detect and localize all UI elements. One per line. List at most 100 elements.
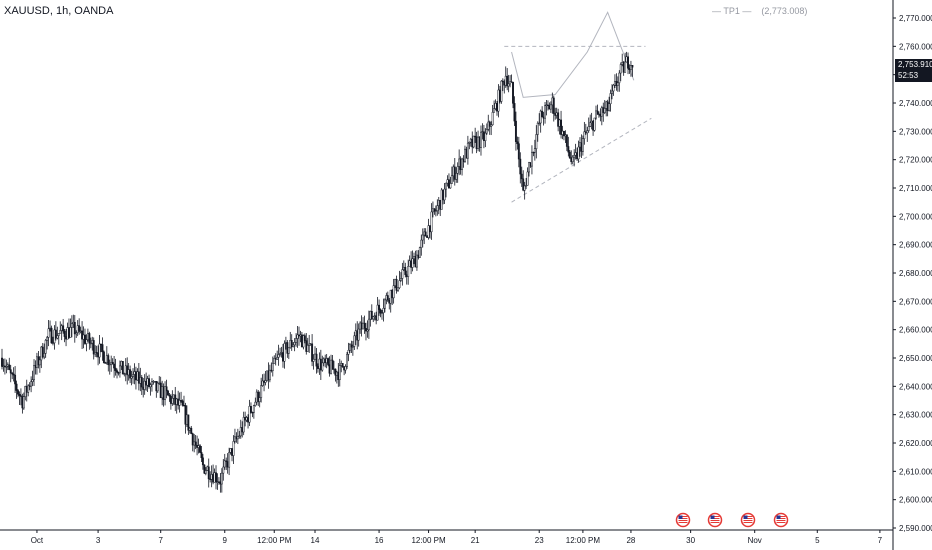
candle-body — [613, 81, 616, 86]
candle-body — [116, 370, 118, 373]
candle-body — [79, 330, 82, 332]
candle-body — [303, 335, 306, 341]
candle-body — [11, 372, 14, 375]
candle-body — [91, 340, 94, 344]
candle-body — [538, 122, 541, 125]
candle-body — [523, 185, 526, 191]
candle-body — [482, 131, 485, 141]
flag-stripe — [776, 516, 786, 517]
candle-body — [24, 386, 27, 397]
candle-body — [631, 65, 634, 68]
candle-body — [615, 81, 618, 86]
candle-body — [469, 138, 472, 143]
candle-body — [503, 81, 506, 86]
candle-body — [117, 372, 120, 374]
candle-body — [206, 466, 209, 471]
candle-body — [207, 466, 210, 480]
candle-body — [624, 61, 627, 73]
candlestick-series — [1, 51, 634, 493]
candle-body — [274, 358, 277, 360]
time-tick-label: 14 — [311, 536, 320, 545]
candle-body — [89, 342, 92, 345]
candle-body — [40, 346, 43, 361]
candle-body — [552, 97, 555, 114]
candle-body — [332, 368, 335, 371]
candle-body — [190, 427, 193, 434]
candle-body — [606, 101, 609, 111]
candle-body — [183, 405, 185, 407]
candle-body — [434, 210, 437, 212]
candle-body — [461, 158, 464, 170]
candle-body — [462, 158, 465, 162]
time-tick-label: 3 — [96, 536, 101, 545]
candle-body — [545, 104, 548, 106]
candle-body — [56, 335, 59, 339]
economic-events[interactable] — [675, 512, 789, 528]
candle-body — [54, 329, 57, 339]
candle-body — [118, 365, 121, 374]
candle-body — [616, 82, 619, 86]
candle-body — [401, 269, 404, 279]
candle-body — [349, 344, 351, 351]
candle-body — [201, 457, 204, 466]
candle-body — [424, 231, 427, 237]
candle-body — [344, 366, 347, 371]
candle-body — [399, 278, 402, 281]
candle-body — [290, 340, 293, 347]
candle-body — [564, 134, 567, 137]
candle-body — [619, 64, 622, 74]
flag-stripe — [710, 522, 720, 523]
candle-body — [136, 371, 139, 381]
candle-body — [465, 148, 468, 159]
candle-body — [181, 400, 184, 406]
candle-body — [501, 80, 504, 83]
time-tick-label: Oct — [31, 536, 44, 545]
us-flag-icon[interactable] — [707, 512, 723, 528]
candle-body — [226, 461, 229, 468]
time-tick-label: 12:00 PM — [411, 536, 446, 545]
candle-body — [196, 444, 199, 448]
us-flag-icon[interactable] — [675, 512, 691, 528]
candle-body — [533, 148, 536, 153]
us-flag-icon[interactable] — [773, 512, 789, 528]
candle-body — [19, 395, 22, 397]
time-axis[interactable]: Oct 3 7 9 12:00 PM 14 16 12:00 PM 21 23 12:00 PM 28… — [0, 529, 893, 545]
flag-stripe — [776, 518, 786, 519]
time-tick-label: 30 — [686, 536, 695, 545]
us-flag-icon[interactable] — [740, 512, 756, 528]
candle-body — [204, 470, 207, 474]
candle-body — [504, 75, 507, 86]
flag-stripe — [743, 518, 753, 519]
candle-body — [338, 365, 341, 380]
candle-body — [436, 205, 439, 211]
candle-body — [551, 97, 554, 106]
candle-body — [287, 347, 290, 354]
candle-body — [75, 332, 78, 335]
price-tick-label: 2,710.000 — [899, 184, 932, 193]
candle-body — [15, 383, 18, 391]
candle-body — [292, 344, 295, 347]
candle-body — [37, 356, 40, 366]
candle-body — [335, 371, 338, 376]
flag-stripe — [710, 516, 720, 517]
candle-body — [41, 346, 44, 358]
candle-body — [334, 368, 337, 376]
price-axis[interactable]: 2,590.000 2,600.000 2,610.000 2,620.000 2,63… — [892, 0, 932, 550]
candle-body — [622, 61, 625, 73]
candle-body — [284, 342, 287, 344]
candle-body — [405, 274, 408, 277]
candle-body — [453, 166, 456, 180]
price-tick-label: 2,720.000 — [899, 156, 932, 165]
candle-body — [446, 179, 449, 184]
candle-body — [78, 325, 81, 332]
candle-body — [110, 362, 113, 365]
bar-countdown: 52:53 — [898, 71, 919, 80]
candle-body — [392, 285, 395, 299]
flag-stripe — [743, 522, 753, 523]
candle-body — [161, 386, 164, 399]
flag-canton — [743, 515, 748, 519]
price-tick-label: 2,740.000 — [899, 99, 932, 108]
candle-body — [215, 472, 217, 483]
candle-body — [548, 105, 551, 110]
